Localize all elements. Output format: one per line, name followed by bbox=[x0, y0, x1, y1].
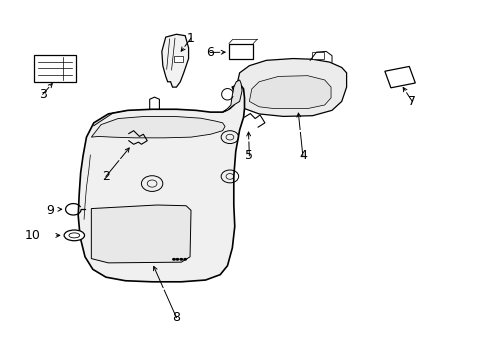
Text: 8: 8 bbox=[172, 311, 180, 324]
Circle shape bbox=[183, 258, 187, 261]
Polygon shape bbox=[91, 116, 224, 138]
Polygon shape bbox=[222, 80, 242, 112]
FancyBboxPatch shape bbox=[174, 56, 183, 62]
FancyBboxPatch shape bbox=[311, 52, 323, 59]
Text: 4: 4 bbox=[298, 149, 306, 162]
FancyBboxPatch shape bbox=[228, 44, 253, 59]
Text: 1: 1 bbox=[187, 32, 195, 45]
Polygon shape bbox=[78, 84, 244, 282]
FancyBboxPatch shape bbox=[34, 55, 76, 82]
Text: 2: 2 bbox=[102, 170, 110, 183]
Polygon shape bbox=[91, 205, 191, 263]
Text: 6: 6 bbox=[206, 46, 214, 59]
Ellipse shape bbox=[64, 230, 84, 241]
Text: 10: 10 bbox=[25, 229, 41, 242]
Text: 3: 3 bbox=[39, 88, 46, 101]
Circle shape bbox=[175, 258, 179, 261]
Polygon shape bbox=[249, 76, 330, 109]
Polygon shape bbox=[234, 59, 346, 116]
Text: 7: 7 bbox=[407, 95, 415, 108]
Polygon shape bbox=[384, 67, 414, 88]
Circle shape bbox=[179, 258, 183, 261]
Polygon shape bbox=[162, 34, 188, 87]
Text: 5: 5 bbox=[245, 149, 253, 162]
Ellipse shape bbox=[69, 233, 80, 238]
Text: 9: 9 bbox=[46, 204, 54, 217]
Circle shape bbox=[172, 258, 176, 261]
